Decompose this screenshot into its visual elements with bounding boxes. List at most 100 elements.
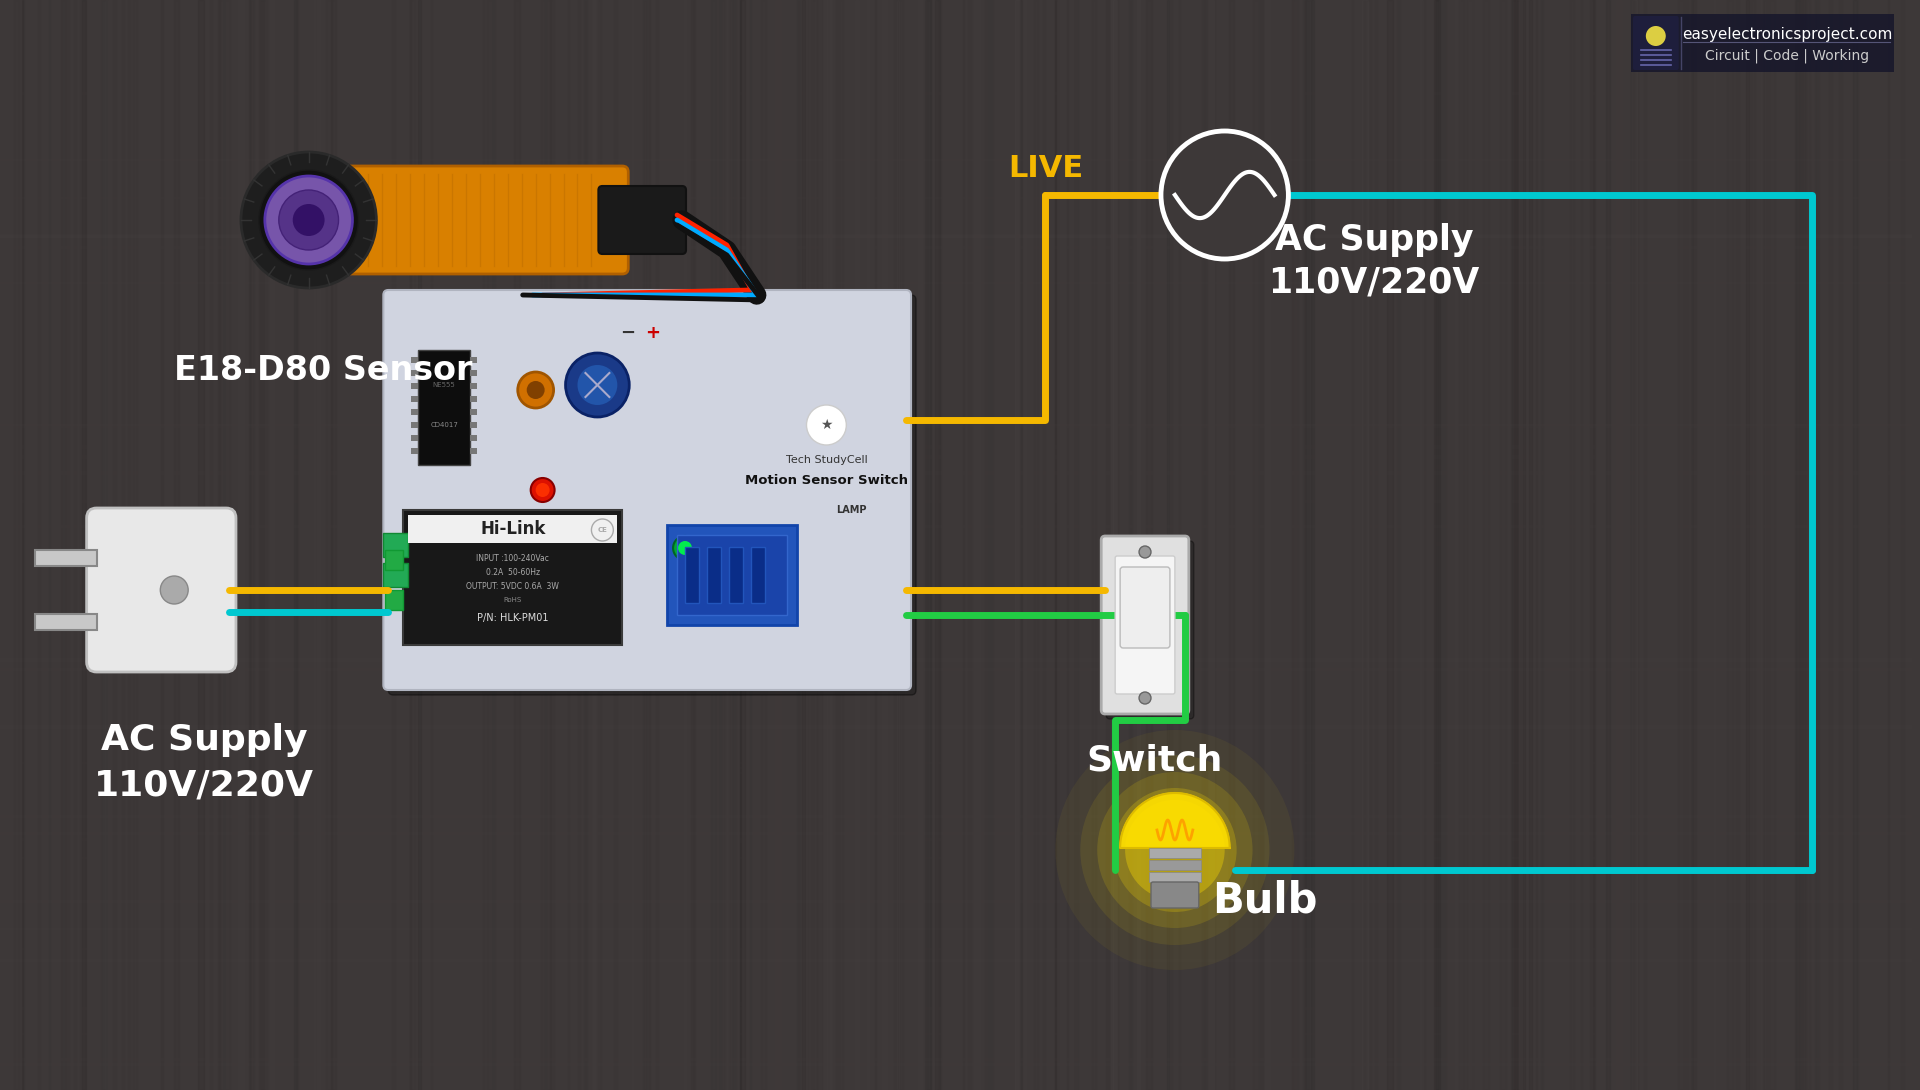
Bar <box>918 0 922 1090</box>
Bar <box>372 0 376 1090</box>
Bar <box>0 542 1912 545</box>
Bar <box>0 735 1912 738</box>
Bar <box>0 543 1912 546</box>
Bar <box>1571 0 1574 1090</box>
Bar <box>1728 0 1734 1090</box>
Bar <box>0 500 1912 502</box>
Bar <box>1102 0 1106 1090</box>
Bar <box>1632 0 1638 1090</box>
Bar <box>470 396 476 402</box>
Bar <box>1167 0 1169 1090</box>
Bar <box>678 535 787 615</box>
Text: CD4017: CD4017 <box>430 422 459 428</box>
Bar <box>175 0 179 1090</box>
Bar <box>1260 0 1263 1090</box>
Bar <box>198 0 204 1090</box>
Bar <box>330 0 336 1090</box>
Bar <box>386 590 403 610</box>
Bar <box>38 0 40 1090</box>
Bar <box>411 383 419 389</box>
Bar <box>1455 0 1459 1090</box>
Bar <box>751 547 764 603</box>
Bar <box>392 0 396 1090</box>
Text: RoHS: RoHS <box>503 597 522 603</box>
Bar <box>1304 0 1306 1090</box>
Bar <box>927 0 931 1090</box>
Text: OUTPUT: 5VDC 0.6A  3W: OUTPUT: 5VDC 0.6A 3W <box>467 581 559 591</box>
Bar <box>657 0 659 1090</box>
Bar <box>1292 0 1298 1090</box>
Bar <box>1096 0 1100 1090</box>
Bar <box>985 0 991 1090</box>
Bar <box>35 550 96 566</box>
Bar <box>129 0 131 1090</box>
Bar <box>1146 0 1150 1090</box>
Bar <box>1624 0 1630 1090</box>
Bar <box>1116 0 1117 1090</box>
Circle shape <box>1056 730 1294 970</box>
Bar <box>824 0 828 1090</box>
Bar <box>939 0 941 1090</box>
Bar <box>828 0 831 1090</box>
Bar <box>589 0 595 1090</box>
Circle shape <box>259 170 359 270</box>
Bar <box>639 0 643 1090</box>
Bar <box>593 0 599 1090</box>
Bar <box>730 0 733 1090</box>
Bar <box>0 956 1912 959</box>
Bar <box>710 0 716 1090</box>
Bar <box>1617 0 1622 1090</box>
Bar <box>1632 0 1636 1090</box>
Bar <box>113 0 117 1090</box>
Text: LIVE: LIVE <box>1008 154 1083 182</box>
Bar <box>1594 0 1596 1090</box>
Bar <box>1106 0 1110 1090</box>
Bar <box>411 396 419 402</box>
Bar <box>8 0 12 1090</box>
Bar <box>732 0 733 1090</box>
Bar <box>403 510 622 645</box>
Bar <box>515 0 520 1090</box>
Bar <box>810 0 812 1090</box>
Circle shape <box>526 382 545 399</box>
Bar <box>0 725 1912 728</box>
Bar <box>1021 0 1025 1090</box>
Bar <box>209 0 211 1090</box>
Bar <box>1129 0 1133 1090</box>
Bar <box>1146 0 1152 1090</box>
Bar <box>296 0 298 1090</box>
Bar <box>509 0 513 1090</box>
Bar <box>0 471 1912 474</box>
Bar <box>0 520 1912 522</box>
Bar <box>0 436 1912 439</box>
Bar <box>161 0 163 1090</box>
Bar <box>1306 0 1311 1090</box>
Bar <box>1594 0 1597 1090</box>
Bar <box>488 0 493 1090</box>
Bar <box>1302 0 1308 1090</box>
Bar <box>626 0 628 1090</box>
Bar <box>1630 14 1893 72</box>
Bar <box>1820 0 1826 1090</box>
Bar <box>1901 0 1905 1090</box>
Bar <box>219 0 225 1090</box>
Bar <box>0 832 1912 834</box>
FancyBboxPatch shape <box>384 290 910 690</box>
FancyBboxPatch shape <box>599 186 685 254</box>
Text: Tech StudyCell: Tech StudyCell <box>785 455 868 465</box>
Text: NE555: NE555 <box>432 382 455 388</box>
Bar <box>812 0 818 1090</box>
Bar <box>1252 0 1258 1090</box>
Bar <box>897 0 899 1090</box>
FancyBboxPatch shape <box>1106 541 1194 719</box>
Bar <box>1187 0 1192 1090</box>
Text: P/N: HLK-PM01: P/N: HLK-PM01 <box>476 613 549 623</box>
Bar <box>1148 872 1200 882</box>
Bar <box>4 0 10 1090</box>
Bar <box>666 525 797 625</box>
Bar <box>259 0 263 1090</box>
FancyBboxPatch shape <box>388 295 916 695</box>
Circle shape <box>1139 546 1150 558</box>
Circle shape <box>578 365 618 405</box>
Bar <box>493 0 495 1090</box>
